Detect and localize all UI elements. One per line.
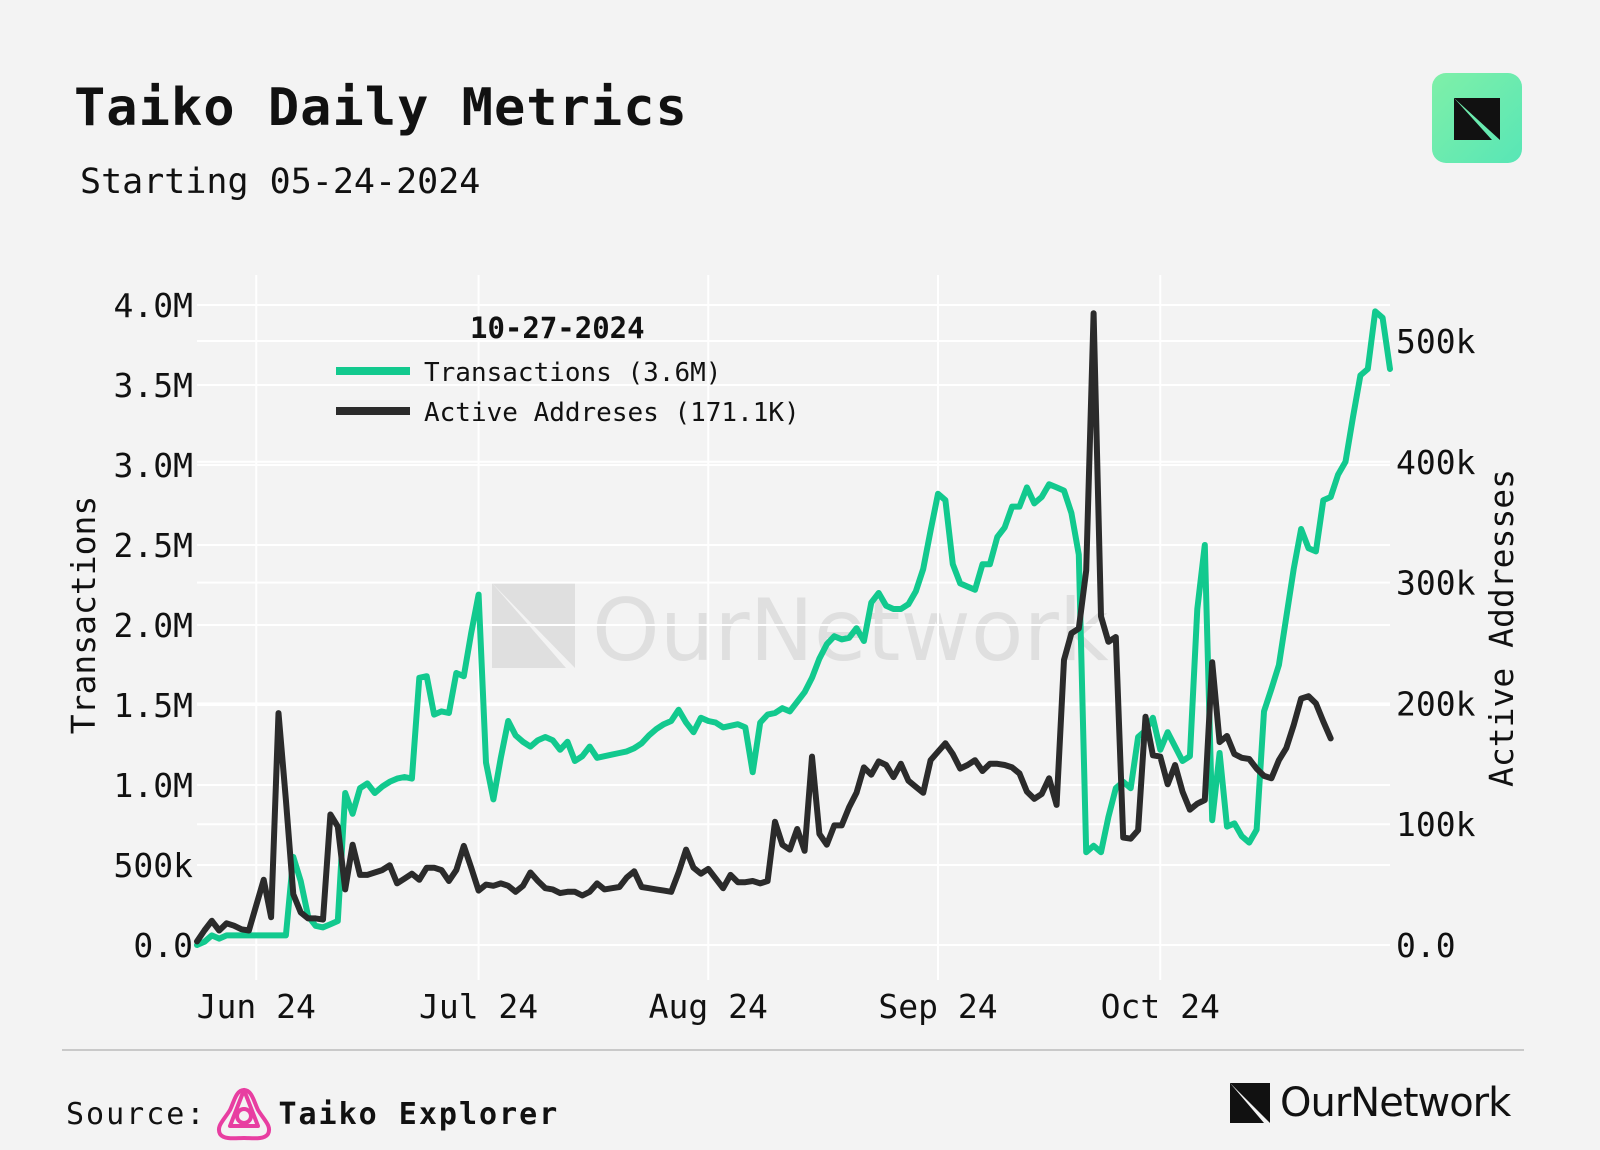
y-left-tick-label: 0.0 — [133, 926, 193, 965]
y-right-tick-label: 400k — [1396, 443, 1476, 482]
footer-divider — [62, 1049, 1524, 1051]
x-tick-label: Jul 24 — [419, 987, 538, 1026]
legend-title: 10-27-2024 — [470, 311, 645, 345]
ournetwork-badge-logo — [1432, 73, 1522, 163]
y-left-tick-label: 3.0M — [114, 446, 193, 485]
y-left-axis-label: Transactions — [64, 496, 103, 734]
y-right-tick-label: 500k — [1396, 322, 1476, 361]
chart-subtitle: Starting 05-24-2024 — [80, 162, 481, 202]
legend: 10-27-2024 Transactions (3.6M) Active Ad… — [336, 311, 800, 428]
x-tick-label: Sep 24 — [878, 987, 997, 1026]
source-credit: Source: Taiko Explorer — [66, 1086, 559, 1142]
ournetwork-mark-icon — [1454, 98, 1500, 140]
y-left-axis-ticks: 0.0 500k 1.0M 1.5M 2.0M 2.5M 3.0M 3.5M 4.0M — [114, 286, 194, 965]
y-left-tick-label: 1.5M — [114, 686, 193, 725]
watermark-text: OurNetwork — [592, 581, 1109, 681]
source-label: Source: — [66, 1096, 207, 1132]
series-lines — [194, 308, 1393, 948]
taiko-logo-icon — [217, 1088, 272, 1141]
x-tick-label: Aug 24 — [649, 987, 768, 1026]
y-left-tick-label: 4.0M — [114, 286, 193, 325]
y-right-axis-label: Active Addresses — [1482, 469, 1521, 787]
y-left-tick-label: 500k — [114, 846, 194, 885]
y-right-tick-label: 0.0 — [1396, 926, 1456, 965]
y-left-tick-label: 3.5M — [114, 366, 193, 405]
x-axis-ticks: Jun 24 Jul 24 Aug 24 Sep 24 Oct 24 — [197, 987, 1220, 1026]
y-right-tick-label: 100k — [1396, 805, 1476, 844]
y-left-tick-label: 1.0M — [114, 766, 193, 805]
legend-label-active-addresses: Active Addreses (171.1K) — [424, 398, 800, 428]
source-name: Taiko Explorer — [278, 1096, 560, 1132]
series-line-active-addresses — [194, 310, 1334, 945]
brand-footer: OurNetwork — [1230, 1080, 1511, 1126]
x-tick-label: Jun 24 — [197, 987, 316, 1026]
ournetwork-mark-icon — [1230, 1083, 1270, 1123]
x-tick-label: Oct 24 — [1101, 987, 1220, 1026]
y-left-tick-label: 2.5M — [114, 526, 193, 565]
y-right-tick-label: 300k — [1396, 564, 1476, 603]
watermark: OurNetwork — [492, 581, 1109, 681]
brand-name: OurNetwork — [1280, 1080, 1511, 1126]
y-right-tick-label: 200k — [1396, 684, 1476, 723]
series-line-transactions — [194, 308, 1393, 948]
chart-title: Taiko Daily Metrics — [74, 78, 688, 138]
y-right-axis-ticks: 0.0 100k 200k 300k 400k 500k — [1396, 322, 1476, 965]
legend-label-transactions: Transactions (3.6M) — [424, 358, 721, 388]
y-left-tick-label: 2.0M — [114, 606, 193, 645]
chart-area: OurNetwork Jun 24 Jul 24 Aug 24 Sep 24 Oct 2… — [64, 275, 1521, 1026]
